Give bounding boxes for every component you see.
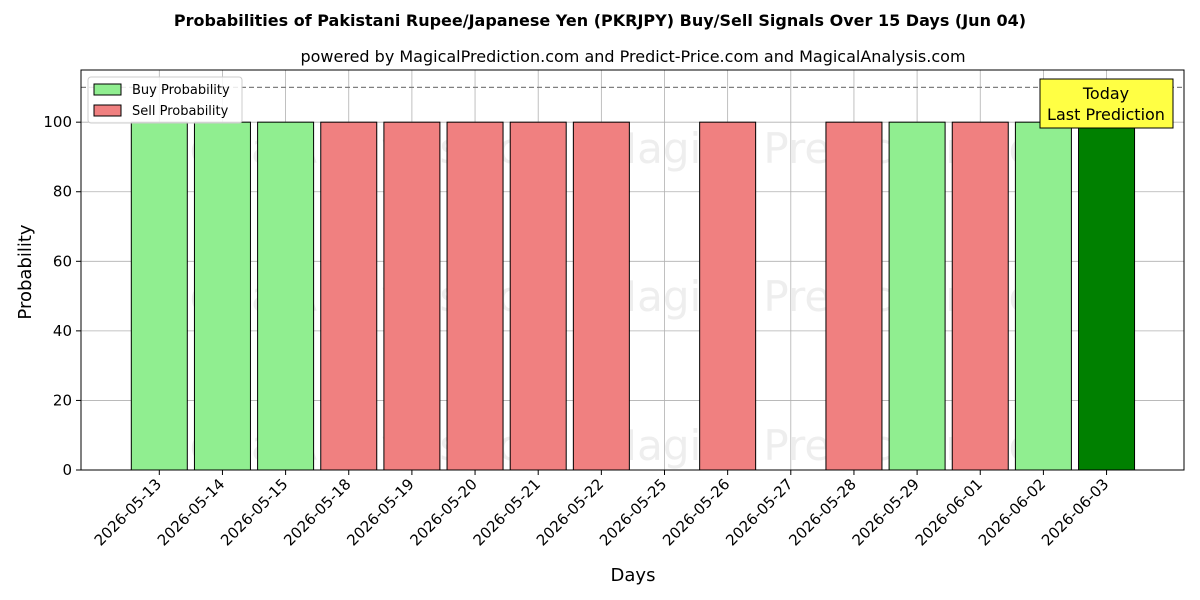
sell-bar-2026-05-21 <box>509 121 567 471</box>
x-tick-label-4: 2026-05-19 <box>343 475 417 549</box>
y-tick-label-1: 20 <box>53 391 72 409</box>
y-tick-label-3: 60 <box>53 252 72 270</box>
x-tick-label-2: 2026-05-15 <box>217 475 291 549</box>
y-axis: 0 20 40 60 80 100 <box>43 113 81 479</box>
annotation-line-1: Today <box>1082 84 1129 103</box>
legend-swatch-buy <box>93 83 122 96</box>
legend-label-sell: Sell Probability <box>132 104 229 119</box>
sell-bar-2026-05-26 <box>699 121 757 471</box>
sell-bar-2026-05-19 <box>383 121 441 471</box>
annotation-box <box>1039 78 1174 129</box>
x-tick-label-0: 2026-05-13 <box>91 475 165 549</box>
x-tick-label-5: 2026-05-20 <box>406 475 480 549</box>
y-axis-label: Probability <box>15 224 36 319</box>
x-tick-label-3: 2026-05-18 <box>280 475 354 549</box>
x-tick-label-7: 2026-05-22 <box>533 475 607 549</box>
chart-title: Probabilities of Pakistani Rupee/Japanes… <box>174 11 1026 30</box>
legend-label-buy: Buy Probability <box>132 83 230 98</box>
x-tick-label-13: 2026-06-01 <box>912 475 986 549</box>
annotation-line-2: Last Prediction <box>1047 105 1165 124</box>
buy-bar-2026-06-02 <box>1014 121 1072 471</box>
x-tick-label-12: 2026-05-29 <box>849 475 923 549</box>
chart-subtitle: powered by MagicalPrediction.com and Pre… <box>300 47 965 66</box>
y-tick-label-5: 100 <box>43 113 72 131</box>
legend-frame <box>87 76 243 124</box>
sell-bar-2026-06-01 <box>951 121 1009 471</box>
x-tick-label-15: 2026-06-03 <box>1038 475 1112 549</box>
x-axis-label: Days <box>611 565 656 586</box>
today-annotation: Today Last Prediction <box>1039 78 1174 129</box>
x-tick-label-14: 2026-06-02 <box>975 475 1049 549</box>
plot-frame <box>80 69 1185 471</box>
buy-bar-2026-06-03 <box>1078 121 1136 471</box>
bars <box>130 121 1136 471</box>
x-tick-label-8: 2026-05-25 <box>596 475 670 549</box>
y-tick-label-0: 0 <box>62 461 72 479</box>
buy-bar-2026-05-29 <box>888 121 946 471</box>
buy-bar-2026-05-13 <box>130 121 188 471</box>
sell-bar-2026-05-18 <box>320 121 378 471</box>
y-tick-label-2: 40 <box>53 322 72 340</box>
y-tick-label-4: 80 <box>53 183 72 201</box>
buy-bar-2026-05-15 <box>257 121 315 471</box>
sell-bar-2026-05-22 <box>572 121 630 471</box>
x-axis: 2026-05-132026-05-142026-05-152026-05-18… <box>91 470 1112 549</box>
sell-bar-2026-05-20 <box>446 121 504 471</box>
x-tick-label-9: 2026-05-26 <box>659 475 733 549</box>
legend-swatch-sell <box>93 104 122 117</box>
x-tick-label-11: 2026-05-28 <box>785 475 859 549</box>
legend: Buy Probability Sell Probability <box>87 76 243 124</box>
buy-bar-2026-05-14 <box>193 121 251 471</box>
sell-bar-2026-05-28 <box>825 121 883 471</box>
x-tick-label-10: 2026-05-27 <box>722 475 796 549</box>
x-tick-label-1: 2026-05-14 <box>154 475 228 549</box>
x-tick-label-6: 2026-05-21 <box>470 475 544 549</box>
